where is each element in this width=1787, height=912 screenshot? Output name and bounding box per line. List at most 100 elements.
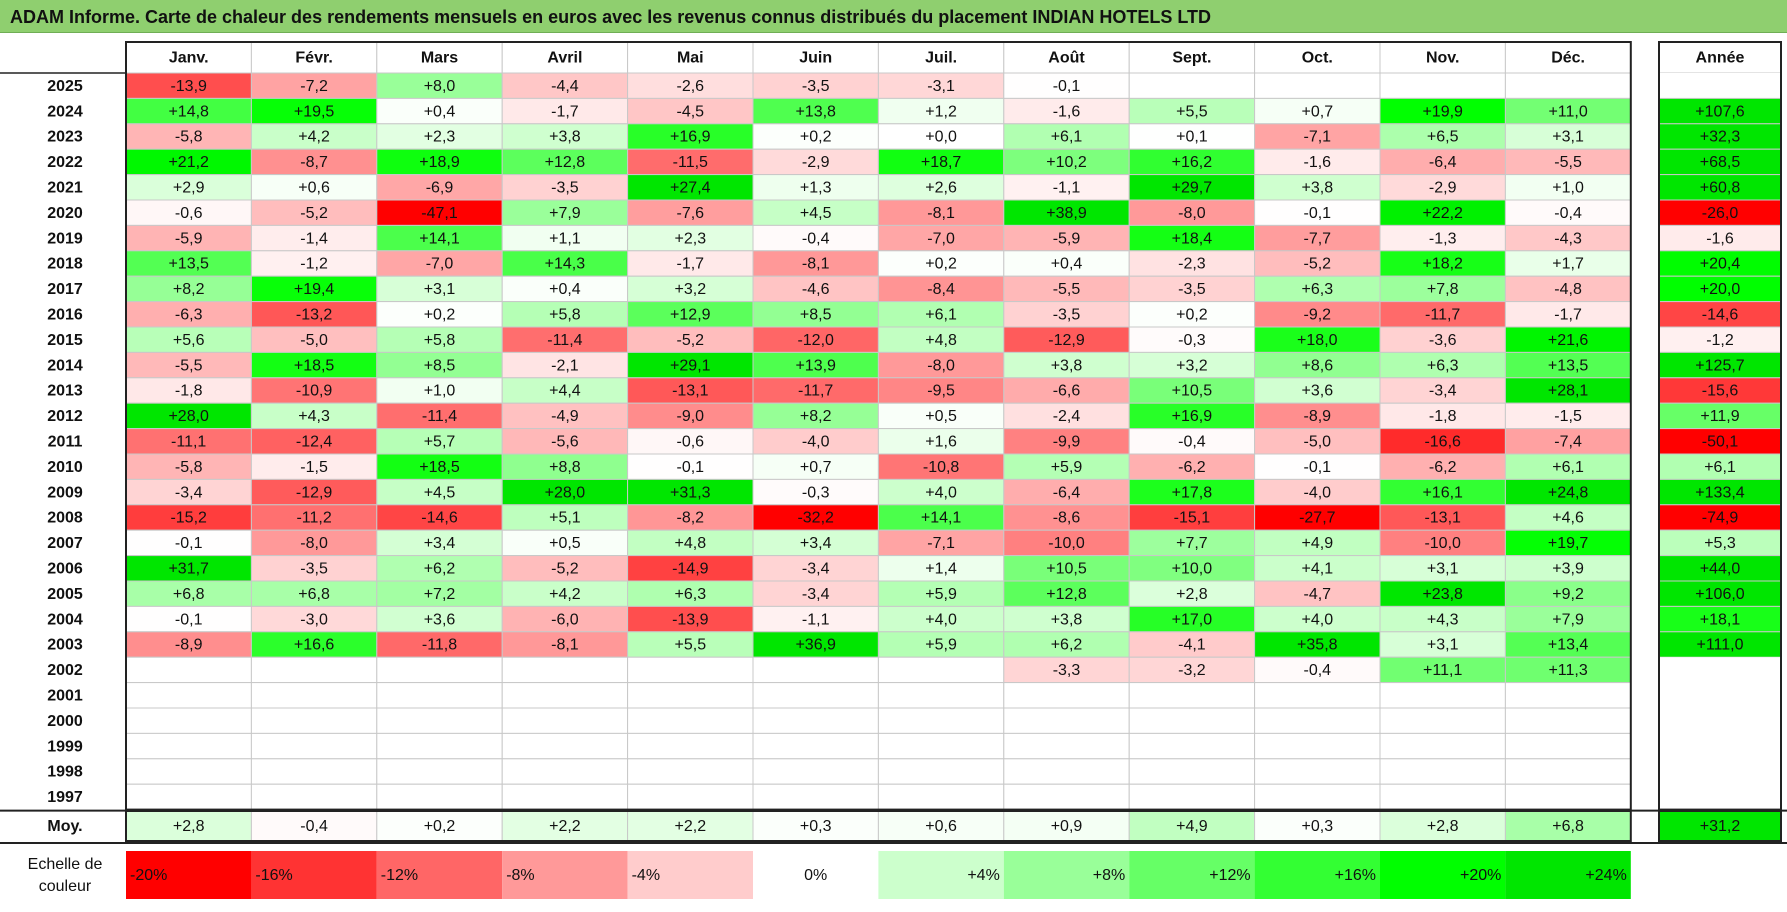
cell-value: +4,5 — [424, 484, 456, 501]
cell-value: +4,4 — [549, 383, 581, 400]
cell-value: +3,1 — [1427, 561, 1459, 578]
cell-value: -1,6 — [1304, 154, 1332, 171]
cell-value: +0,2 — [925, 256, 957, 273]
cell-value: -4,1 — [1178, 637, 1206, 654]
cell-value: +27,4 — [670, 180, 711, 197]
heatmap-cell — [752, 605, 879, 633]
heatmap-cell — [1128, 656, 1256, 684]
heatmap-cell — [250, 478, 378, 506]
cell-value: -1,1 — [1053, 180, 1081, 197]
heatmap-cell — [125, 682, 252, 709]
average-value: +6,8 — [1552, 818, 1584, 835]
cell-value: -11,8 — [422, 637, 457, 654]
heatmap-cell — [376, 275, 503, 303]
heatmap-cell — [877, 174, 1005, 201]
cell-value: +38,9 — [1046, 205, 1087, 222]
cell-value: -1,5 — [300, 459, 328, 476]
cell-value: -12,9 — [1048, 332, 1085, 349]
heatmap-cell — [501, 326, 629, 353]
heatmap-cell — [877, 199, 1005, 226]
annual-value: +18,1 — [1700, 611, 1741, 628]
heatmap-cell — [1254, 275, 1381, 303]
heatmap-cell — [877, 707, 1005, 734]
heatmap-cell — [1254, 783, 1381, 811]
cell-value: +4,8 — [675, 535, 707, 552]
heatmap-cell — [1504, 174, 1632, 201]
cell-value: +1,7 — [1552, 256, 1584, 273]
annual-value: -50,1 — [1702, 434, 1739, 451]
heatmap-cell — [1003, 682, 1130, 709]
heatmap-cell — [627, 504, 754, 531]
heatmap-cell — [501, 72, 629, 99]
heatmap-cell — [376, 351, 503, 379]
average-value: +2,8 — [173, 818, 205, 835]
heatmap-cell — [1254, 631, 1381, 658]
heatmap-cell — [376, 682, 503, 709]
cell-value: +6,1 — [1051, 129, 1083, 146]
heatmap-cell — [1504, 783, 1632, 811]
cell-value: -6,0 — [551, 611, 579, 628]
average-row-label: Moy. — [47, 818, 82, 835]
cell-value: +19,7 — [1548, 535, 1589, 552]
cell-value: +21,2 — [168, 154, 209, 171]
scale-stop-label: +24% — [1585, 867, 1626, 884]
cell-value: -5,8 — [175, 459, 203, 476]
cell-value: -1,5 — [1554, 408, 1582, 425]
cell-value: -5,2 — [1304, 256, 1332, 273]
cell-value: -8,9 — [1304, 408, 1332, 425]
cell-value: -12,4 — [296, 434, 333, 451]
cell-value: -10,8 — [923, 459, 960, 476]
heatmap-cell — [752, 97, 879, 125]
annual-value: +5,3 — [1704, 535, 1736, 552]
annual-value: +133,4 — [1695, 484, 1744, 501]
cell-value: +3,6 — [1302, 383, 1334, 400]
heatmap-cell — [250, 351, 378, 379]
cell-value: +5,5 — [1176, 103, 1208, 120]
cell-value: -4,8 — [1554, 281, 1582, 298]
heatmap-cell — [125, 783, 252, 811]
heatmap-cell — [1128, 504, 1256, 531]
cell-value: +3,9 — [1552, 561, 1584, 578]
cell-value: -1,8 — [175, 383, 203, 400]
average-value: +0,9 — [1051, 818, 1083, 835]
heatmap-cell — [1504, 301, 1632, 328]
heatmap-cell — [1379, 326, 1506, 353]
cell-value: +4,0 — [925, 484, 957, 501]
cell-value: -11,4 — [547, 332, 582, 349]
heatmap-cell — [376, 555, 503, 582]
heatmap-cell — [1003, 707, 1130, 734]
row-year-label: 2012 — [47, 408, 83, 425]
heatmap-cell — [1128, 72, 1256, 99]
cell-value: +19,5 — [294, 103, 335, 120]
cell-value: -2,1 — [551, 357, 579, 374]
heatmap-cell — [1128, 783, 1256, 811]
cell-value: +6,5 — [1427, 129, 1459, 146]
cell-value: +18,0 — [1297, 332, 1338, 349]
cell-value: -14,6 — [421, 510, 458, 527]
heatmap-cell — [752, 275, 879, 303]
cell-value: +22,2 — [1422, 205, 1463, 222]
heatmap-cell — [877, 453, 1005, 480]
heatmap-cell — [250, 605, 378, 633]
heatmap-cell — [1254, 224, 1381, 252]
heatmap-cell — [1379, 72, 1506, 99]
heatmap-cell — [1003, 478, 1130, 506]
annual-cell — [1659, 682, 1781, 708]
annual-value: +107,6 — [1695, 103, 1744, 120]
cell-value: +17,8 — [1172, 484, 1213, 501]
cell-value: -7,0 — [426, 256, 454, 273]
heatmap-cell — [627, 656, 754, 684]
scale-swatch — [502, 851, 628, 899]
scale-stop-label: -12% — [381, 867, 418, 884]
heatmap-cell — [1128, 301, 1256, 328]
heatmap-cell — [1003, 97, 1130, 125]
cell-value: +29,7 — [1172, 180, 1213, 197]
row-year-label: 2004 — [47, 611, 83, 628]
cell-value: +5,6 — [173, 332, 205, 349]
cell-value: -0,4 — [1554, 205, 1582, 222]
cell-value: -5,0 — [300, 332, 328, 349]
row-year-label: 2025 — [47, 78, 83, 95]
heatmap-cell — [376, 478, 503, 506]
heatmap-cell — [627, 732, 754, 760]
